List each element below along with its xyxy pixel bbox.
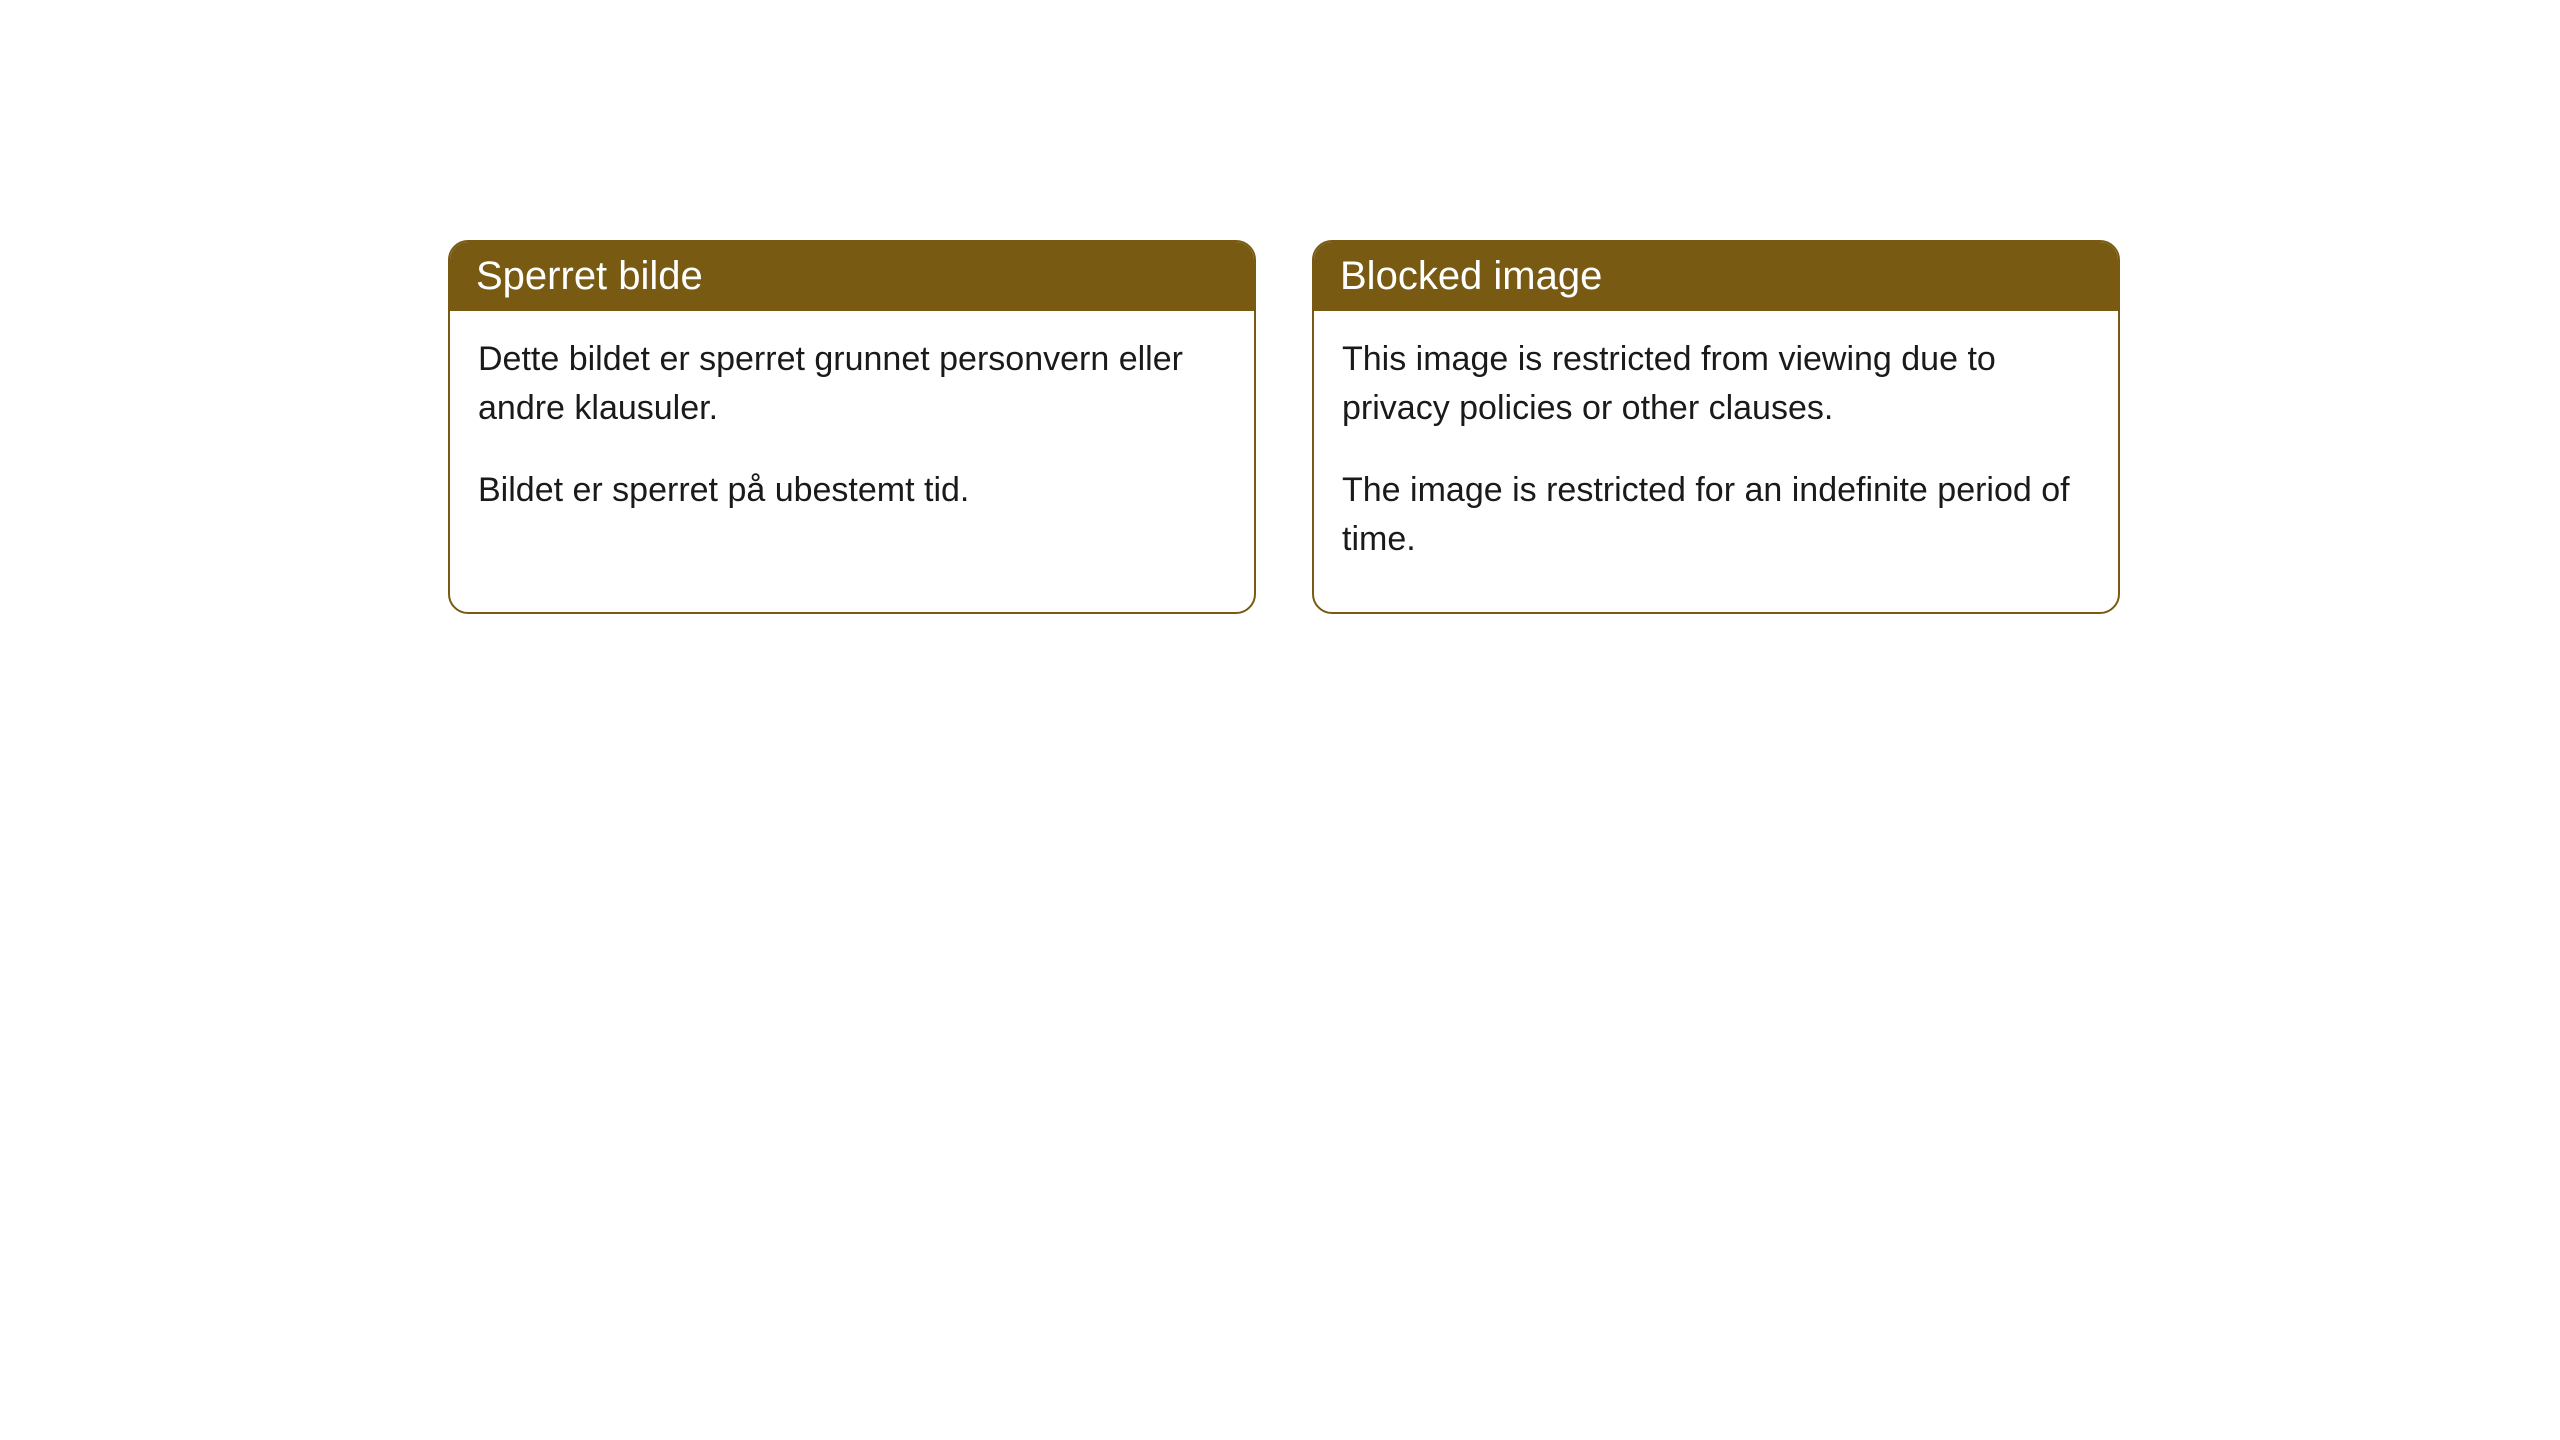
card-text-no-2: Bildet er sperret på ubestemt tid.: [478, 466, 1226, 515]
card-norwegian: Sperret bilde Dette bildet er sperret gr…: [448, 240, 1256, 614]
cards-container: Sperret bilde Dette bildet er sperret gr…: [0, 0, 2560, 614]
card-english: Blocked image This image is restricted f…: [1312, 240, 2120, 614]
card-text-en-1: This image is restricted from viewing du…: [1342, 335, 2090, 434]
card-body-english: This image is restricted from viewing du…: [1314, 311, 2118, 612]
card-text-en-2: The image is restricted for an indefinit…: [1342, 466, 2090, 565]
card-text-no-1: Dette bildet er sperret grunnet personve…: [478, 335, 1226, 434]
card-header-english: Blocked image: [1314, 242, 2118, 311]
card-header-norwegian: Sperret bilde: [450, 242, 1254, 311]
card-body-norwegian: Dette bildet er sperret grunnet personve…: [450, 311, 1254, 563]
